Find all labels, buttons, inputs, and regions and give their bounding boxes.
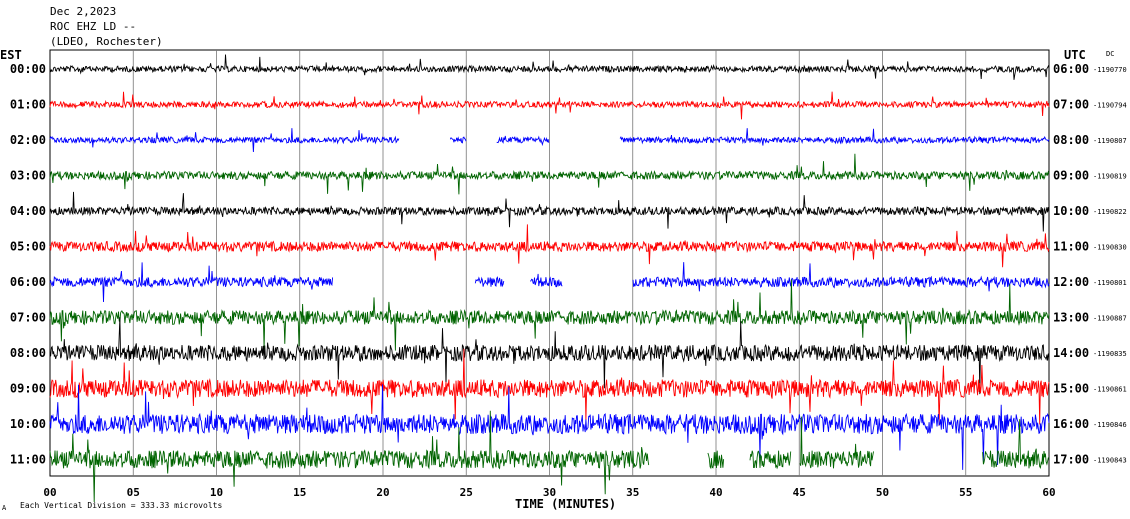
x-tick-label: 35	[626, 486, 639, 499]
seismic-trace	[49, 262, 1050, 303]
est-row-label: 09:00	[10, 382, 46, 396]
x-tick-label: 05	[127, 486, 140, 499]
utc-row-label: 15:00	[1053, 382, 1089, 396]
x-tick-label: 00	[43, 486, 56, 499]
seismic-trace	[49, 191, 1050, 232]
seismic-trace	[49, 224, 1050, 268]
scale-mark-icon: A	[2, 504, 7, 512]
seismic-trace	[49, 54, 1050, 80]
x-axis-label: TIME (MINUTES)	[515, 497, 616, 511]
utc-row-label: 09:00	[1053, 169, 1089, 183]
dc-offset-label: -1190830	[1093, 244, 1127, 252]
est-row-label: 03:00	[10, 169, 46, 183]
row-labels: 00:00 06:00 -1190770 01:00 07:00 -1190794 02:0…	[10, 62, 1127, 467]
seismic-trace	[49, 91, 1050, 120]
seismic-trace	[49, 348, 1050, 426]
utc-row-label: 10:00	[1053, 204, 1089, 218]
dc-offset-label: -1190770	[1093, 66, 1127, 74]
dc-column-title: DC	[1106, 50, 1114, 58]
seismic-trace	[49, 384, 1050, 470]
seismic-trace	[49, 410, 1049, 503]
est-row-label: 01:00	[10, 98, 46, 112]
est-row-label: 00:00	[10, 62, 46, 76]
utc-row-label: 13:00	[1053, 311, 1089, 325]
grid-lines	[49, 49, 1050, 477]
est-row-label: 11:00	[10, 453, 46, 467]
seismic-trace	[49, 317, 1050, 395]
date-label: Dec 2,2023	[50, 5, 117, 18]
scale-note: Each Vertical Division = 333.33 microvol…	[20, 501, 222, 510]
utc-row-label: 11:00	[1053, 240, 1089, 254]
x-tick-labels: 00 05 10 15 20 25 30 35 40 45 50 55 60	[43, 486, 1055, 499]
est-row-label: 04:00	[10, 204, 46, 218]
dc-offset-label: -1190887	[1093, 315, 1127, 323]
est-row-label: 10:00	[10, 417, 46, 431]
utc-row-label: 08:00	[1053, 133, 1089, 147]
x-tick-label: 10	[210, 486, 223, 499]
utc-row-label: 06:00	[1053, 62, 1089, 76]
x-tick-label: 15	[293, 486, 306, 499]
dc-offset-label: -1190861	[1093, 386, 1127, 394]
est-row-label: 08:00	[10, 346, 46, 360]
seismic-trace	[49, 128, 1050, 153]
x-tick-label: 25	[460, 486, 473, 499]
seismic-trace	[49, 153, 1050, 195]
x-tick-label: 30	[543, 486, 556, 499]
x-tick-label: 45	[793, 486, 806, 499]
dc-offset-label: -1190807	[1093, 137, 1127, 145]
network-label: (LDEO, Rochester)	[50, 35, 163, 48]
utc-axis-title: UTC	[1064, 48, 1086, 62]
x-tick-label: 55	[959, 486, 972, 499]
dc-offset-label: -1190822	[1093, 208, 1127, 216]
est-axis-title: EST	[0, 48, 22, 62]
x-tick-label: 40	[709, 486, 722, 499]
dc-offset-label: -1190846	[1093, 421, 1127, 429]
utc-row-label: 07:00	[1053, 98, 1089, 112]
dc-offset-label: -1190801	[1093, 279, 1127, 287]
x-tick-label: 20	[376, 486, 389, 499]
station-label: ROC EHZ LD --	[50, 20, 137, 33]
dc-offset-label: -1190819	[1093, 173, 1127, 181]
utc-row-label: 16:00	[1053, 417, 1089, 431]
est-row-label: 02:00	[10, 133, 46, 147]
dc-offset-label: -1190794	[1093, 102, 1127, 110]
x-tick-label: 50	[876, 486, 889, 499]
seismic-traces	[49, 54, 1050, 503]
est-row-label: 05:00	[10, 240, 46, 254]
est-row-label: 06:00	[10, 275, 46, 289]
est-row-label: 07:00	[10, 311, 46, 325]
x-tick-label: 60	[1042, 486, 1055, 499]
seismic-trace	[49, 279, 1050, 351]
dc-offset-label: -1190843	[1093, 457, 1127, 465]
dc-offset-label: -1190835	[1093, 350, 1127, 358]
utc-row-label: 17:00	[1053, 453, 1089, 467]
utc-row-label: 12:00	[1053, 275, 1089, 289]
utc-row-label: 14:00	[1053, 346, 1089, 360]
